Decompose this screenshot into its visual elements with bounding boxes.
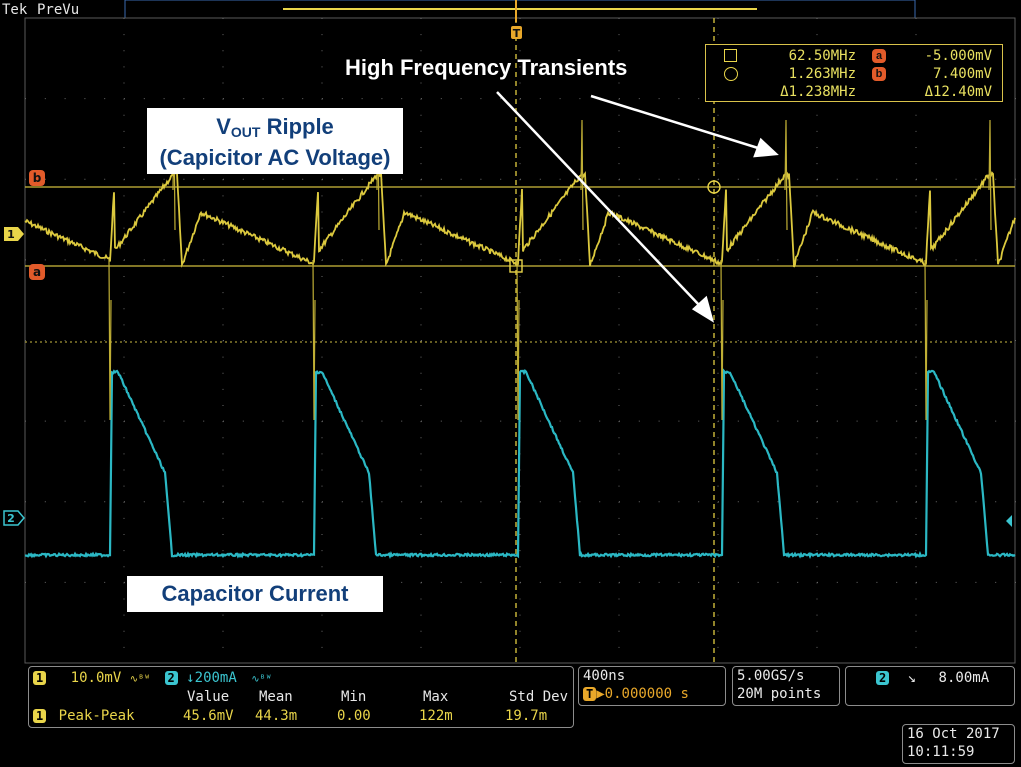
- marker-a-icon: a: [872, 49, 886, 63]
- cursor-circle-handle[interactable]: [707, 180, 721, 194]
- transient-spike: [988, 119, 992, 231]
- measurement-value: 44.3m: [255, 708, 298, 724]
- ch2-badge[interactable]: 2: [164, 671, 178, 685]
- measurement-ch-badge: 1: [33, 709, 47, 723]
- measurement-header: Mean: [259, 689, 293, 705]
- vout-ripple-annotation: VOUT Ripple (Capicitor AC Voltage): [147, 108, 403, 174]
- cursor-square-handle[interactable]: [509, 259, 523, 273]
- ch2-scale[interactable]: ↓200mA: [186, 670, 237, 686]
- cursor1-frequency: 62.50MHz: [788, 48, 856, 64]
- measurement-values: 45.6mV 44.3m 0.00 122m 19.7m: [29, 707, 573, 725]
- measurement-value: 122m: [419, 708, 453, 724]
- ch2-level-marker[interactable]: 2: [3, 510, 25, 526]
- datetime-panel: 16 Oct 2017 10:11:59: [902, 724, 1015, 764]
- ch1-waveform: [24, 169, 1016, 268]
- annotation-arrows: [496, 91, 779, 323]
- transient-spike: [924, 259, 928, 421]
- brand-label: Tek: [2, 2, 28, 18]
- ch2-waveform: [24, 368, 1016, 560]
- measurement-headers: Value Mean Min Max Std Dev: [29, 689, 573, 706]
- transient-spike: [108, 259, 112, 421]
- trigger-level[interactable]: 8.00mA: [938, 670, 990, 686]
- measurement-header: Min: [341, 689, 367, 705]
- svg-text:a: a: [33, 265, 41, 279]
- ch2-bandwidth-icon: ∿ᴮᵂ: [251, 674, 272, 685]
- cursor2-frequency: 1.263MHz: [788, 66, 856, 82]
- square-cursor-icon: [724, 49, 737, 62]
- ch1-scale[interactable]: 10.0mV: [70, 670, 122, 686]
- circle-cursor-icon: [724, 67, 738, 81]
- capacitor-current-annotation: Capacitor Current: [127, 576, 383, 612]
- trigger-marker-label: T: [513, 27, 521, 40]
- svg-text:b: b: [33, 171, 42, 185]
- timebase-scale[interactable]: 400ns: [583, 668, 626, 684]
- timebase-panel[interactable]: 400ns T ▶0.000000 s: [578, 666, 726, 706]
- marker-b-icon: b: [872, 67, 886, 81]
- date: 16 Oct 2017: [907, 726, 1000, 742]
- run-state-label: PreVu: [37, 2, 80, 18]
- acquisition-panel[interactable]: 5.00GS/s 20M points: [732, 666, 840, 706]
- vout-title: VOUT Ripple: [216, 114, 334, 140]
- time: 10:11:59: [907, 744, 975, 760]
- measurement-name[interactable]: Peak-Peak: [58, 708, 135, 724]
- ch1-bandwidth-icon: ∿ᴮᵂ: [129, 674, 151, 685]
- vout-subtitle: (Capicitor AC Voltage): [159, 145, 391, 170]
- cursor1-value: -5.000mV: [924, 48, 992, 64]
- cursor-readout: 62.50MHz a -5.000mV 1.263MHz b 7.400mV Δ…: [705, 44, 1003, 102]
- trigger-panel[interactable]: 2 ↘ 8.00mA: [845, 666, 1015, 706]
- transient-spike: [312, 259, 316, 421]
- trigger-slope-icon: ↘: [907, 670, 917, 686]
- trigger-source-badge: 2: [876, 671, 890, 685]
- measurement-value: 0.00: [337, 708, 371, 724]
- high-frequency-annotation: High Frequency Transients: [345, 55, 628, 80]
- transient-spike: [516, 259, 520, 421]
- trigger-position-badge: T: [583, 687, 597, 701]
- measurement-header: Value: [187, 689, 230, 705]
- delta-value: Δ12.40mV: [924, 84, 992, 100]
- sample-rate: 5.00GS/s: [737, 668, 805, 684]
- ch1-badge[interactable]: 1: [33, 671, 47, 685]
- delta-frequency: Δ1.238MHz: [780, 84, 856, 100]
- measurement-header: Std Dev: [509, 689, 569, 705]
- cursor-a-marker[interactable]: a: [29, 264, 45, 280]
- cursor2-value: 7.400mV: [932, 66, 992, 82]
- ch2-trigger-level-icon: [1006, 515, 1012, 527]
- svg-text:1: 1: [7, 228, 15, 241]
- transient-spike: [720, 259, 724, 421]
- record-length: 20M points: [737, 686, 822, 702]
- trigger-marker[interactable]: [511, 26, 522, 39]
- transient-spike: [784, 119, 788, 231]
- measurement-value: 45.6mV: [183, 708, 234, 724]
- measurement-value: 19.7m: [505, 708, 548, 724]
- channel-measurement-panel[interactable]: 1 10.0mV ∿ᴮᵂ 2 ↓200mA ∿ᴮᵂ Value Mean Min Ma…: [28, 666, 574, 728]
- trigger-position[interactable]: ▶0.000000 s: [596, 686, 689, 702]
- cursor-b-marker[interactable]: b: [29, 170, 45, 186]
- transient-spike: [580, 119, 584, 231]
- measurement-header: Max: [423, 689, 449, 705]
- svg-text:2: 2: [7, 512, 15, 525]
- ch1-level-marker[interactable]: 1: [4, 227, 24, 241]
